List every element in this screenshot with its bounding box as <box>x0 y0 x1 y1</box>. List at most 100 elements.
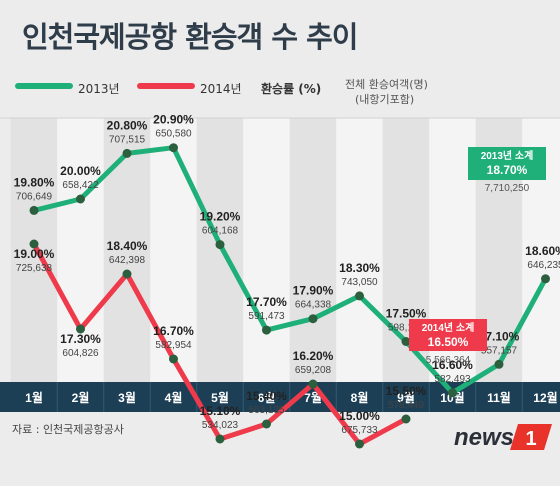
x-tick-label: 1월 <box>25 390 43 405</box>
data-point-2013 <box>355 291 364 301</box>
passenger-label-2014: 659,208 <box>295 365 332 376</box>
passenger-label-2014: 534,023 <box>202 420 239 431</box>
data-point-2013 <box>122 148 132 158</box>
passenger-label-2014: 578,449 <box>388 400 425 411</box>
rate-label-2013: 16.60% <box>432 358 473 372</box>
rate-label-2014: 16.20% <box>293 349 334 363</box>
rate-label-2014: 19.00% <box>14 247 55 261</box>
news1-logo: news 1 <box>454 424 552 451</box>
passenger-label-2013: 707,515 <box>109 134 146 145</box>
rate-label-2014: 15.00% <box>339 409 380 423</box>
data-point-2014 <box>29 239 39 249</box>
data-point-2013 <box>541 274 550 284</box>
passenger-label-2013: 646,235 <box>527 260 560 271</box>
data-point-2014 <box>308 379 318 389</box>
data-point-2014 <box>355 439 364 449</box>
rate-label-2013: 17.10% <box>479 329 520 343</box>
x-tick-label: 10월 <box>440 390 464 405</box>
x-tick-label: 12월 <box>533 390 557 405</box>
legend-swatch-2013 <box>15 83 73 89</box>
passenger-label-2013: 743,050 <box>341 277 378 288</box>
x-tick-label: 2월 <box>72 390 90 405</box>
data-point-2013 <box>215 240 225 250</box>
column-band <box>196 118 244 382</box>
logo-badge-icon <box>510 424 552 450</box>
data-point-2013 <box>169 143 178 153</box>
rate-label-2013: 17.70% <box>246 295 287 309</box>
summary-title-2013: 2013년 소계 <box>481 149 534 162</box>
summary-box-2014 <box>409 319 487 351</box>
data-point-2014 <box>215 434 225 444</box>
data-point-2013 <box>448 388 457 398</box>
column-band <box>103 118 151 382</box>
summary-rate-2014: 16.50% <box>428 335 469 349</box>
rate-label-2014: 16.70% <box>153 324 194 338</box>
x-tick-label: 8월 <box>351 390 369 405</box>
column-band <box>150 118 197 382</box>
x-tick-label: 4월 <box>165 390 183 405</box>
data-point-2014 <box>76 324 85 334</box>
series-line-2013 <box>31 145 548 396</box>
legend-label-2014: 2014년 <box>200 82 242 96</box>
rate-label-2013: 20.90% <box>153 113 194 127</box>
passenger-label-2013: 557,157 <box>481 345 518 356</box>
rate-label-2013: 17.50% <box>386 307 427 321</box>
passenger-label-2013: 706,649 <box>16 191 53 202</box>
data-point-2014 <box>122 269 132 279</box>
summary-title-2014: 2014년 소계 <box>422 321 475 334</box>
x-tick-label: 3월 <box>118 390 136 405</box>
rate-label-2013: 20.80% <box>107 118 148 132</box>
passenger-label-2014: 675,733 <box>341 425 378 436</box>
data-point-2013 <box>262 325 271 335</box>
passenger-label-2013: 582,493 <box>434 374 471 385</box>
rate-label-2013: 17.90% <box>293 284 334 298</box>
rate-label-2013: 18.60% <box>525 244 560 258</box>
logo-text: news <box>454 424 514 451</box>
passenger-label-2013: 658,422 <box>62 180 99 191</box>
data-point-2014 <box>169 354 178 364</box>
passenger-label-2013: 591,473 <box>248 311 285 322</box>
column-band <box>336 118 383 382</box>
passenger-label-2013: 664,338 <box>295 300 332 311</box>
column-band <box>289 118 337 382</box>
x-tick-label: 9월 <box>397 390 415 405</box>
summary-rate-2013: 18.70% <box>487 163 528 177</box>
rate-label-2014: 15.40% <box>246 389 287 403</box>
legend-rate-label: 환승률 (%) <box>261 82 322 96</box>
column-band <box>10 118 58 382</box>
rate-label-2013: 19.20% <box>200 210 241 224</box>
data-point-2013 <box>401 337 411 346</box>
legend-count-label: 전체 환승여객(명) <box>345 78 428 91</box>
summary-total-2014: 5,566,364 <box>426 355 471 366</box>
rate-label-2014: 15.10% <box>200 404 241 418</box>
x-tick-label: 6월 <box>258 390 276 405</box>
legend-swatch-2014 <box>137 83 195 89</box>
page-title: 인천국제공항 환승객 수 추이 <box>22 20 358 54</box>
rate-label-2014: 18.40% <box>107 239 148 253</box>
passenger-label-2013: 650,580 <box>155 129 192 140</box>
x-tick-label: 5월 <box>211 390 229 405</box>
data-point-2014 <box>401 414 411 424</box>
passenger-label-2013: 604,168 <box>202 226 239 237</box>
summary-total-2013: 7,710,250 <box>485 183 530 194</box>
data-point-2013 <box>76 194 85 204</box>
x-tick-label: 11월 <box>487 390 511 405</box>
rate-label-2013: 19.80% <box>14 175 55 189</box>
passenger-label-2014: 563,135 <box>248 405 285 416</box>
column-band <box>57 118 104 382</box>
legend-count-sublabel: (내항기포함) <box>355 93 415 106</box>
passenger-label-2014: 725,638 <box>16 263 53 274</box>
data-point-2013 <box>308 314 318 324</box>
rate-label-2014: 15.50% <box>386 384 427 398</box>
rate-label-2014: 17.30% <box>60 332 101 346</box>
data-point-2013 <box>29 205 39 215</box>
column-band <box>243 118 290 382</box>
logo-number: 1 <box>525 428 536 450</box>
rate-label-2013: 18.30% <box>339 261 380 275</box>
legend-label-2013: 2013년 <box>78 82 120 96</box>
passenger-label-2014: 582,954 <box>155 340 192 351</box>
passenger-label-2014: 604,826 <box>62 348 99 359</box>
data-point-2014 <box>262 419 271 429</box>
